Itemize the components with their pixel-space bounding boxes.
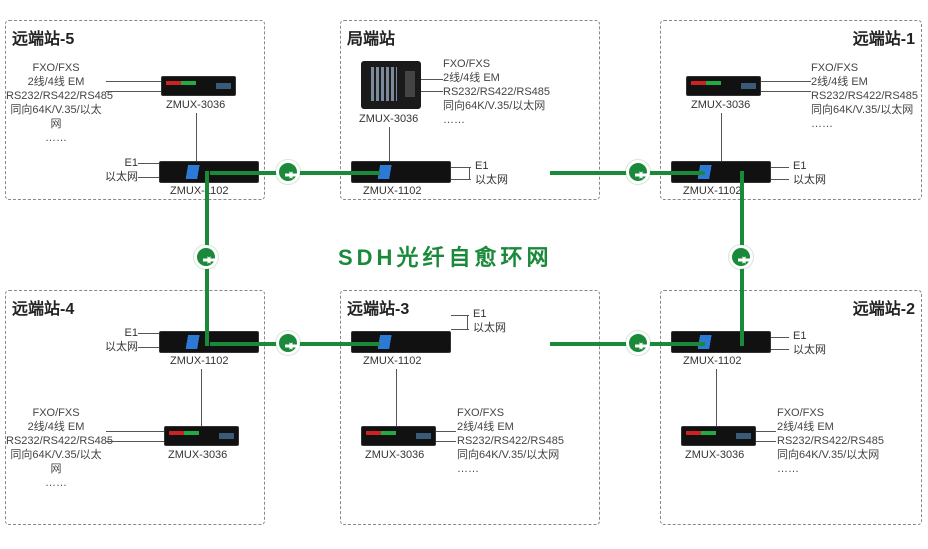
spec-line: …… — [811, 117, 921, 131]
spec-line: FXO/FXS — [443, 57, 573, 71]
station-4-title: 远端站-4 — [12, 295, 74, 319]
spec-line: 同向64K/V.35/以太网 — [811, 103, 921, 117]
station-2-title: 远端站-2 — [853, 295, 915, 319]
device-1102-label: ZMUX-1102 — [683, 355, 741, 367]
device-3036-label: ZMUX-3036 — [168, 449, 227, 461]
device-3036-label: ZMUX-3036 — [365, 449, 424, 461]
io-labels: E1 以太网 — [793, 329, 826, 357]
device-1102-label: ZMUX-1102 — [170, 355, 228, 367]
io-labels: E1 以太网 — [98, 156, 138, 184]
station-3: 远端站-3 ZMUX-1102 E1 以太网 ZMUX-3036 FXO/FXS… — [340, 290, 600, 525]
spec-line: 2线/4线 EM — [777, 420, 907, 434]
device-zmux-3036 — [361, 426, 436, 446]
spec-line: 同向64K/V.35/以太网 — [6, 448, 106, 476]
spec-line: …… — [777, 462, 907, 476]
io-e1: E1 — [98, 156, 138, 170]
io-labels: E1 以太网 — [475, 159, 508, 187]
ring-arrow-icon — [194, 245, 218, 269]
station-4: 远端站-4 E1 以太网 ZMUX-1102 FXO/FXS 2线/4线 EM … — [5, 290, 265, 525]
device-zmux-3036 — [161, 76, 236, 96]
station-2: 远端站-2 ZMUX-1102 E1 以太网 ZMUX-3036 FXO/FXS… — [660, 290, 922, 525]
spec-line: 同向64K/V.35/以太网 — [457, 448, 587, 462]
station-5-title: 远端站-5 — [12, 25, 74, 49]
station-5-specs: FXO/FXS 2线/4线 EM RS232/RS422/RS485 同向64K… — [6, 61, 106, 145]
io-eth: 以太网 — [98, 170, 138, 184]
spec-line: 2线/4线 EM — [6, 75, 106, 89]
station-1-title: 远端站-1 — [853, 25, 915, 49]
spec-line: 2线/4线 EM — [6, 420, 106, 434]
spec-line: …… — [6, 131, 106, 145]
io-e1: E1 — [473, 307, 506, 321]
io-e1: E1 — [98, 326, 138, 340]
spec-line: FXO/FXS — [6, 61, 106, 75]
spec-line: RS232/RS422/RS485 — [443, 85, 573, 99]
io-labels: E1 以太网 — [793, 159, 826, 187]
ring-arrow-icon — [626, 160, 650, 184]
spec-line: …… — [443, 113, 573, 127]
spec-line: …… — [6, 476, 106, 490]
device-3036-label: ZMUX-3036 — [691, 99, 750, 111]
spec-line: 同向64K/V.35/以太网 — [6, 103, 106, 131]
spec-line: 同向64K/V.35/以太网 — [777, 448, 907, 462]
io-labels: E1 以太网 — [473, 307, 506, 335]
ring-arrow-icon — [276, 160, 300, 184]
spec-line: RS232/RS422/RS485 — [6, 434, 106, 448]
spec-line: 2线/4线 EM — [811, 75, 921, 89]
device-1102-label: ZMUX-1102 — [170, 185, 228, 197]
ring-arrow-icon — [626, 331, 650, 355]
device-1102-label: ZMUX-1102 — [363, 185, 421, 197]
device-zmux-3036 — [681, 426, 756, 446]
ring-arrow-icon — [276, 331, 300, 355]
io-eth: 以太网 — [475, 173, 508, 187]
device-3036-label: ZMUX-3036 — [359, 113, 418, 125]
spec-line: FXO/FXS — [777, 406, 907, 420]
spec-line: RS232/RS422/RS485 — [777, 434, 907, 448]
spec-line: …… — [457, 462, 587, 476]
device-1102-label: ZMUX-1102 — [363, 355, 421, 367]
center-title: SDH光纤自愈环网 — [338, 240, 552, 272]
io-e1: E1 — [793, 159, 826, 173]
device-zmux-3036 — [686, 76, 761, 96]
spec-line: FXO/FXS — [457, 406, 587, 420]
spec-line: RS232/RS422/RS485 — [811, 89, 921, 103]
spec-line: FXO/FXS — [6, 406, 106, 420]
station-3-title: 远端站-3 — [347, 295, 409, 319]
device-3036-label: ZMUX-3036 — [685, 449, 744, 461]
station-center-specs: FXO/FXS 2线/4线 EM RS232/RS422/RS485 同向64K… — [443, 57, 573, 127]
device-server-icon — [361, 61, 421, 109]
spec-line: RS232/RS422/RS485 — [457, 434, 587, 448]
io-e1: E1 — [793, 329, 826, 343]
station-1-specs: FXO/FXS 2线/4线 EM RS232/RS422/RS485 同向64K… — [811, 61, 921, 131]
station-2-specs: FXO/FXS 2线/4线 EM RS232/RS422/RS485 同向64K… — [777, 406, 907, 476]
io-e1: E1 — [475, 159, 508, 173]
spec-line: 2线/4线 EM — [457, 420, 587, 434]
io-labels: E1 以太网 — [98, 326, 138, 354]
io-eth: 以太网 — [793, 173, 826, 187]
station-4-specs: FXO/FXS 2线/4线 EM RS232/RS422/RS485 同向64K… — [6, 406, 106, 490]
spec-line: FXO/FXS — [811, 61, 921, 75]
io-eth: 以太网 — [793, 343, 826, 357]
device-zmux-3036 — [164, 426, 239, 446]
station-3-specs: FXO/FXS 2线/4线 EM RS232/RS422/RS485 同向64K… — [457, 406, 587, 476]
station-center-title: 局端站 — [347, 25, 395, 49]
io-eth: 以太网 — [473, 321, 506, 335]
spec-line: 2线/4线 EM — [443, 71, 573, 85]
spec-line: RS232/RS422/RS485 — [6, 89, 106, 103]
ring-arrow-icon — [729, 245, 753, 269]
io-eth: 以太网 — [98, 340, 138, 354]
device-3036-label: ZMUX-3036 — [166, 99, 225, 111]
spec-line: 同向64K/V.35/以太网 — [443, 99, 573, 113]
device-1102-label: ZMUX-1102 — [683, 185, 741, 197]
